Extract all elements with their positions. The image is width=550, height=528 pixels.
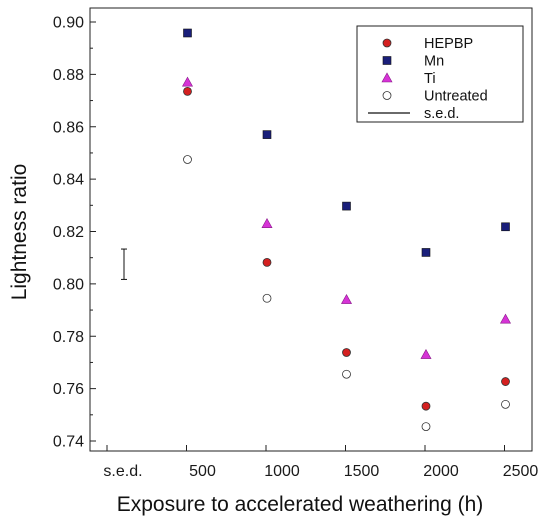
x-tick-label: s.e.d. bbox=[103, 463, 142, 480]
x-tick-label: 1000 bbox=[264, 463, 300, 480]
y-tick-label: 0.88 bbox=[53, 67, 84, 84]
x-tick-label: 2000 bbox=[423, 463, 459, 480]
x-tick-label: 500 bbox=[189, 463, 216, 480]
y-axis-title: Lightness ratio bbox=[8, 164, 31, 301]
data-point bbox=[262, 130, 272, 139]
data-point bbox=[501, 399, 510, 409]
y-tick-label: 0.76 bbox=[53, 381, 84, 398]
x-tick-label: 1500 bbox=[344, 463, 380, 480]
data-point bbox=[183, 86, 192, 96]
x-axis-title: Exposure to accelerated weathering (h) bbox=[117, 493, 484, 516]
data-point bbox=[340, 293, 353, 304]
series-ti bbox=[181, 76, 512, 359]
series-hepbp bbox=[183, 86, 510, 411]
x-tick-label: 2500 bbox=[503, 463, 539, 480]
data-point bbox=[342, 369, 351, 379]
data-point bbox=[181, 76, 194, 87]
y-tick-label: 0.90 bbox=[53, 15, 84, 32]
data-point bbox=[421, 248, 431, 257]
legend-label-ti: Ti bbox=[424, 71, 436, 87]
legend-label-hepbp: HEPBP bbox=[424, 36, 473, 52]
data-point bbox=[421, 422, 431, 431]
y-tick-label: 0.78 bbox=[53, 329, 84, 346]
data-point bbox=[183, 28, 192, 38]
plot-area bbox=[89, 7, 533, 452]
y-tick-label: 0.80 bbox=[53, 276, 84, 293]
x-axis: s.e.d. 500 1000 1500 2000 2500 bbox=[103, 445, 538, 480]
legend-marker-hepbp bbox=[382, 38, 392, 48]
legend-label-untreated: Untreated bbox=[424, 89, 488, 105]
series-untreated bbox=[183, 155, 510, 431]
sed-error-bar bbox=[121, 248, 127, 280]
data-point bbox=[501, 222, 510, 232]
plot-frame bbox=[89, 7, 533, 452]
series-layer bbox=[181, 28, 512, 431]
legend-marker-mn bbox=[382, 56, 392, 65]
data-point bbox=[501, 377, 510, 386]
data-point bbox=[183, 155, 192, 164]
y-axis: 0.74 0.76 0.78 0.80 0.82 0.84 0.86 0.88 0.90 bbox=[53, 15, 96, 451]
y-tick-label: 0.84 bbox=[53, 172, 84, 189]
y-tick-label: 0.74 bbox=[53, 434, 84, 451]
data-point bbox=[342, 348, 351, 357]
data-point bbox=[420, 348, 432, 359]
data-point bbox=[499, 313, 512, 324]
legend-marker-untreated bbox=[382, 91, 392, 100]
data-point bbox=[262, 258, 272, 267]
legend-label-mn: Mn bbox=[424, 54, 444, 70]
legend-label-sed: s.e.d. bbox=[424, 106, 459, 122]
legend-marker-ti bbox=[381, 72, 393, 83]
series-mn bbox=[183, 28, 510, 257]
data-point bbox=[261, 218, 273, 228]
y-tick-label: 0.82 bbox=[53, 224, 84, 241]
data-point bbox=[342, 201, 351, 211]
data-point bbox=[421, 401, 431, 411]
y-tick-label: 0.86 bbox=[53, 119, 84, 136]
data-point bbox=[262, 293, 272, 303]
